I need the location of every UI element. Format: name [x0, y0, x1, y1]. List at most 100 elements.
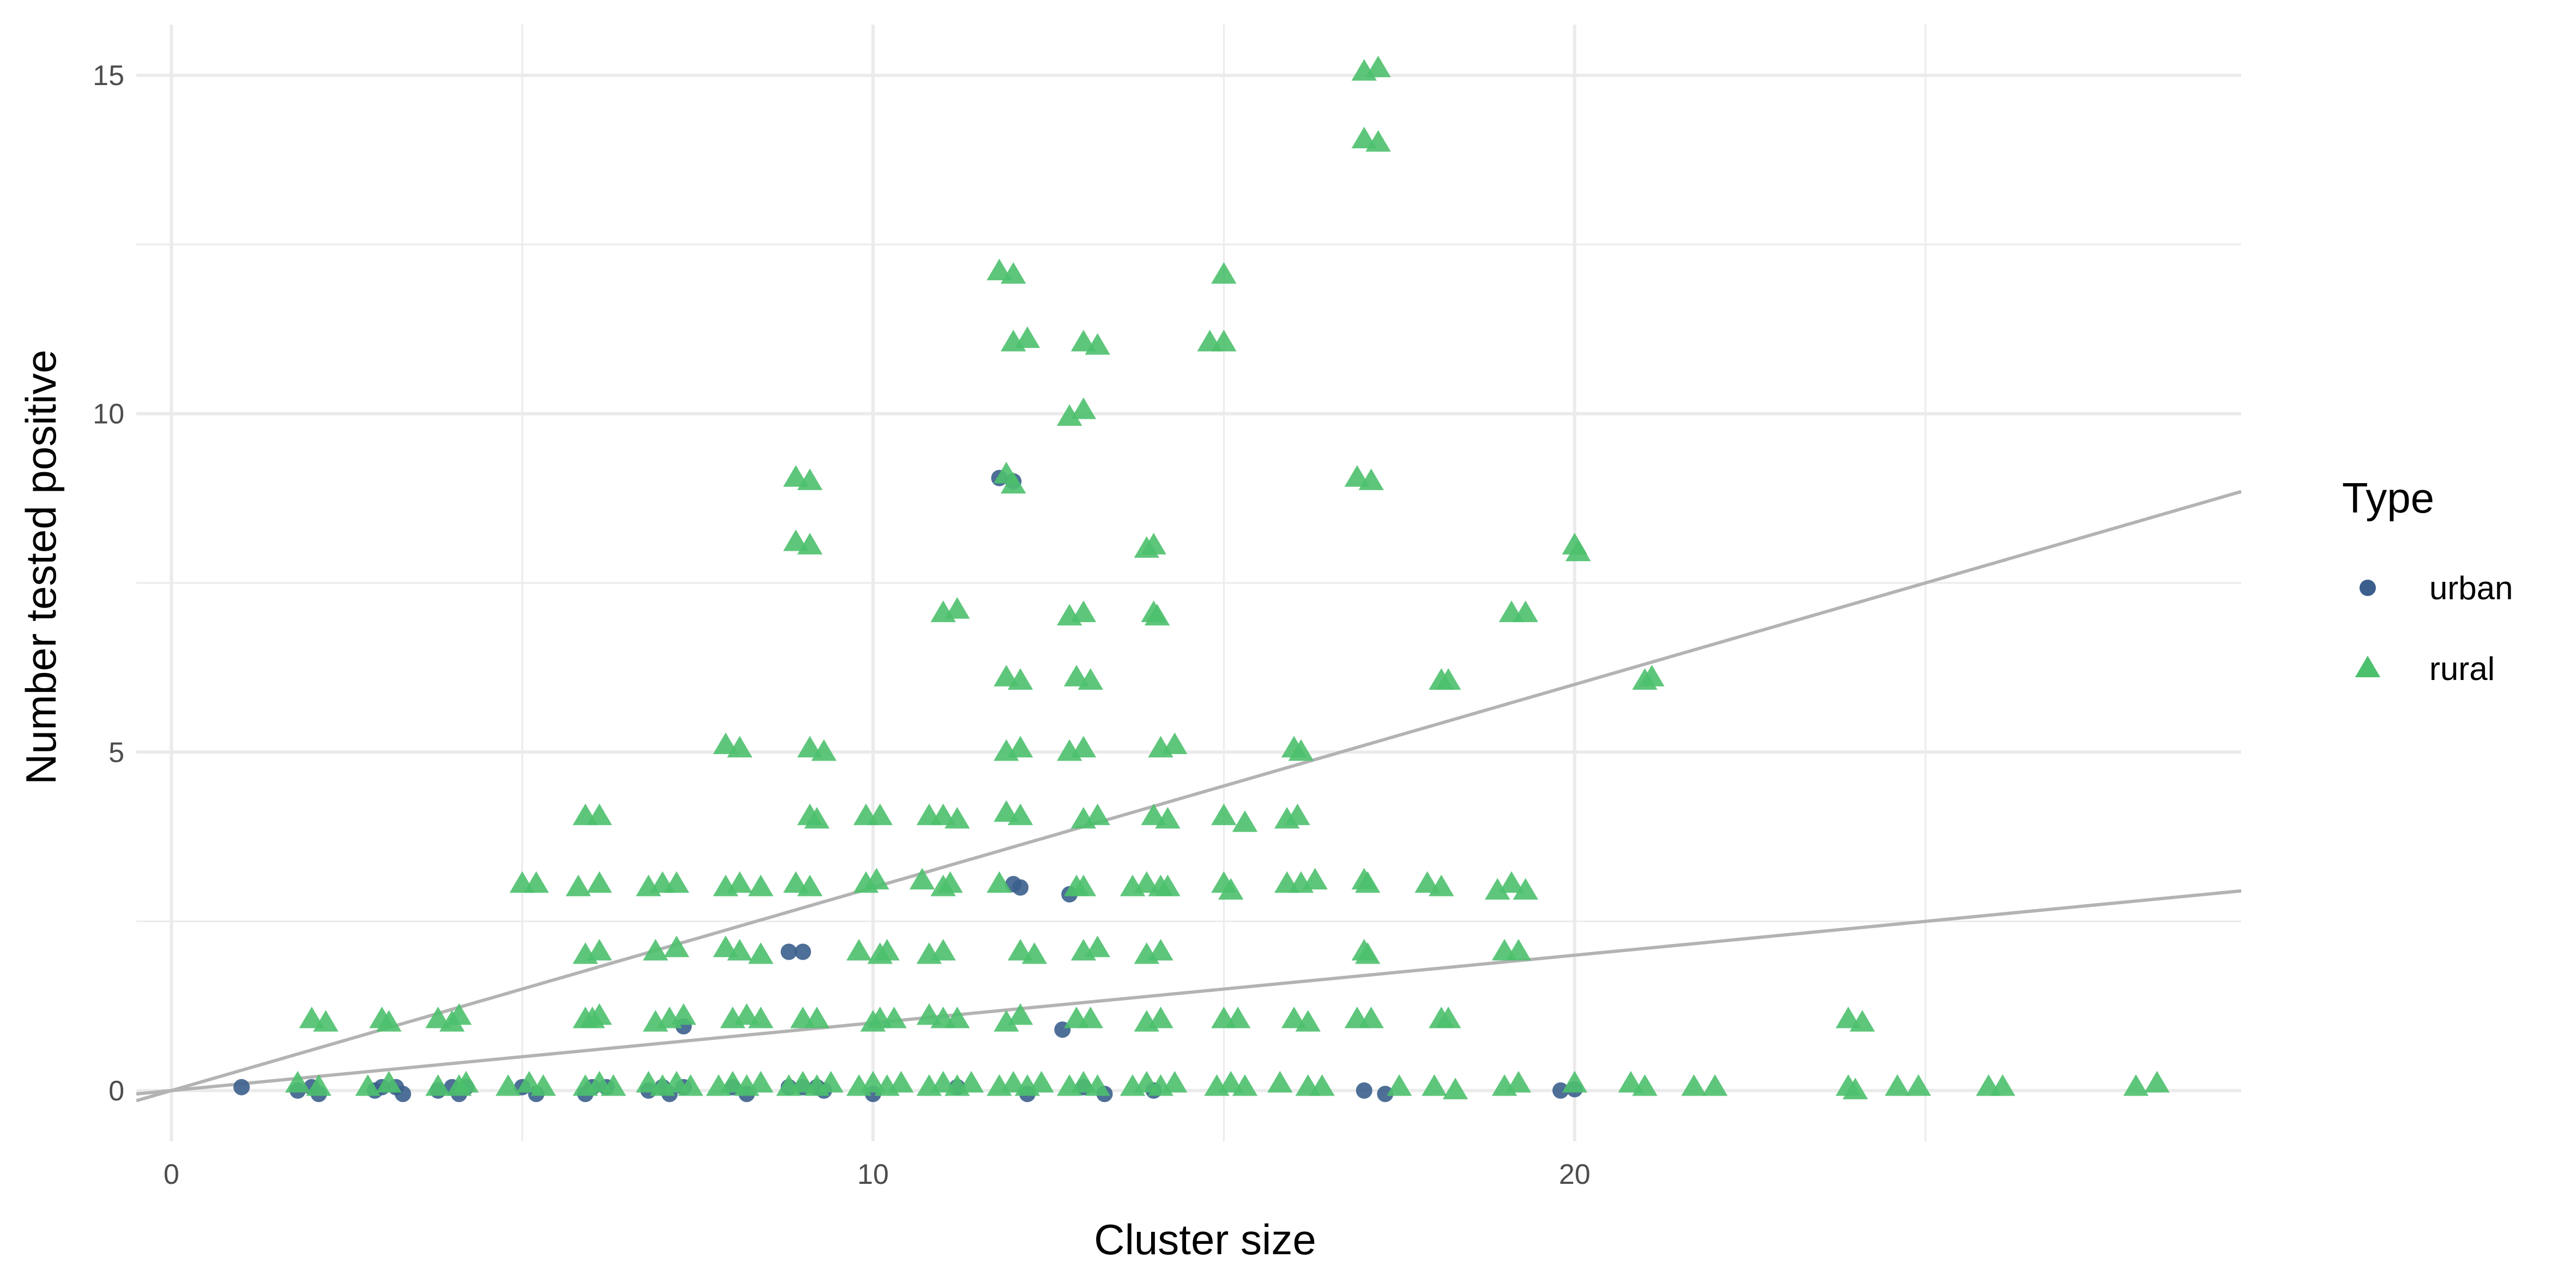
rural-point [1028, 1070, 1054, 1093]
rural-point [1442, 1078, 1468, 1099]
rural-point [783, 529, 809, 551]
rural-point [1001, 472, 1026, 493]
rural-point [748, 1007, 774, 1028]
y-tick-label: 15 [93, 60, 124, 92]
rural-point [1850, 1010, 1875, 1032]
rural-point [1498, 871, 1525, 893]
y-tick-label: 0 [109, 1075, 124, 1107]
rural-point [994, 1010, 1019, 1032]
rural-point [299, 1007, 324, 1028]
x-axis-title: Cluster size [1094, 1215, 1316, 1263]
rural-point [1008, 736, 1033, 758]
legend-title: Type [2342, 474, 2434, 522]
legend-key-rural [2355, 655, 2381, 677]
rural-point [1070, 397, 1097, 419]
rural-point [587, 1070, 612, 1093]
rural-point [748, 942, 774, 964]
rural-point [916, 1003, 942, 1025]
reference-line [136, 490, 2242, 1103]
rural-point [909, 868, 935, 890]
rural-point [804, 806, 830, 829]
rural-point [994, 800, 1019, 822]
rural-point [1885, 1074, 1910, 1096]
rural-point [516, 1070, 542, 1093]
rural-point [1302, 868, 1328, 890]
rural-point [797, 533, 823, 555]
rural-point [804, 1007, 830, 1028]
rural-point [1618, 1070, 1644, 1093]
rural-point [994, 665, 1019, 687]
y-axis-tick-labels: 0 5 10 15 [93, 60, 124, 1107]
rural-point [1513, 600, 1538, 622]
rural-point [1057, 404, 1082, 426]
rural-point [1148, 1007, 1173, 1028]
rural-point [790, 1070, 816, 1093]
rural-point [1232, 810, 1258, 832]
rural-point [1639, 665, 1665, 687]
rural-point [874, 938, 900, 961]
rural-point [306, 1074, 332, 1096]
urban-point [795, 943, 811, 960]
rural-point [1267, 1070, 1293, 1093]
rural-point [888, 1070, 914, 1093]
rural-point [930, 938, 956, 961]
rural-point [664, 1070, 689, 1093]
rural-point [600, 1074, 627, 1096]
rural-point [1078, 668, 1104, 690]
rural-point [1295, 1010, 1321, 1032]
rural-point [1014, 326, 1040, 348]
rural-point [1565, 539, 1591, 562]
rural-point [846, 938, 872, 961]
rural-point [1134, 1070, 1159, 1093]
rural-point [1990, 1074, 2015, 1096]
rural-point [425, 1074, 451, 1096]
legend-label-rural: rural [2429, 651, 2495, 687]
legend-item-rural: rural [2355, 651, 2495, 687]
rural-point [734, 1003, 760, 1025]
rural-point [1309, 1074, 1335, 1096]
urban-point [233, 1079, 250, 1096]
rural-point [1435, 1007, 1461, 1028]
legend-entries: urban rural [2355, 570, 2513, 687]
rural-point [1218, 878, 1244, 900]
rural-point [1355, 871, 1381, 893]
rural-point [1422, 1074, 1447, 1096]
rural-point [1001, 262, 1026, 284]
rural-point [376, 1010, 402, 1032]
rural-point [937, 871, 963, 893]
rural-point [797, 736, 823, 758]
rural-point [1008, 1003, 1033, 1025]
reference-line [136, 889, 2242, 1096]
rural-point [1148, 938, 1173, 961]
rural-point [727, 938, 753, 961]
rural-point [664, 935, 689, 958]
rural-point [1415, 871, 1440, 893]
rural-point [1070, 1070, 1097, 1093]
rural-point [587, 938, 612, 961]
rural-point [864, 868, 889, 890]
rural-point [1506, 1070, 1531, 1093]
rural-point [1429, 874, 1454, 896]
rural-point [818, 1070, 844, 1093]
rural-point [1506, 938, 1531, 961]
rural-point [1681, 1074, 1707, 1096]
rural-point [1155, 874, 1181, 896]
rural-point [446, 1003, 472, 1025]
urban-point [1356, 1082, 1373, 1099]
rural-point [727, 871, 753, 893]
rural-point [783, 465, 809, 487]
rural-point [1211, 329, 1237, 352]
rural-point [1070, 600, 1097, 622]
rural-point [1144, 604, 1170, 626]
rural-point [1288, 739, 1314, 761]
rural-point [727, 736, 753, 758]
rural-point [797, 468, 823, 490]
y-axis-title: Number tested positive [17, 350, 65, 785]
rural-point [944, 1007, 970, 1028]
rural-point [930, 1070, 956, 1093]
rural-point [1435, 668, 1461, 690]
rural-point [1702, 1074, 1728, 1096]
legend-label-urban: urban [2429, 570, 2513, 606]
rural-point [1162, 1070, 1188, 1093]
